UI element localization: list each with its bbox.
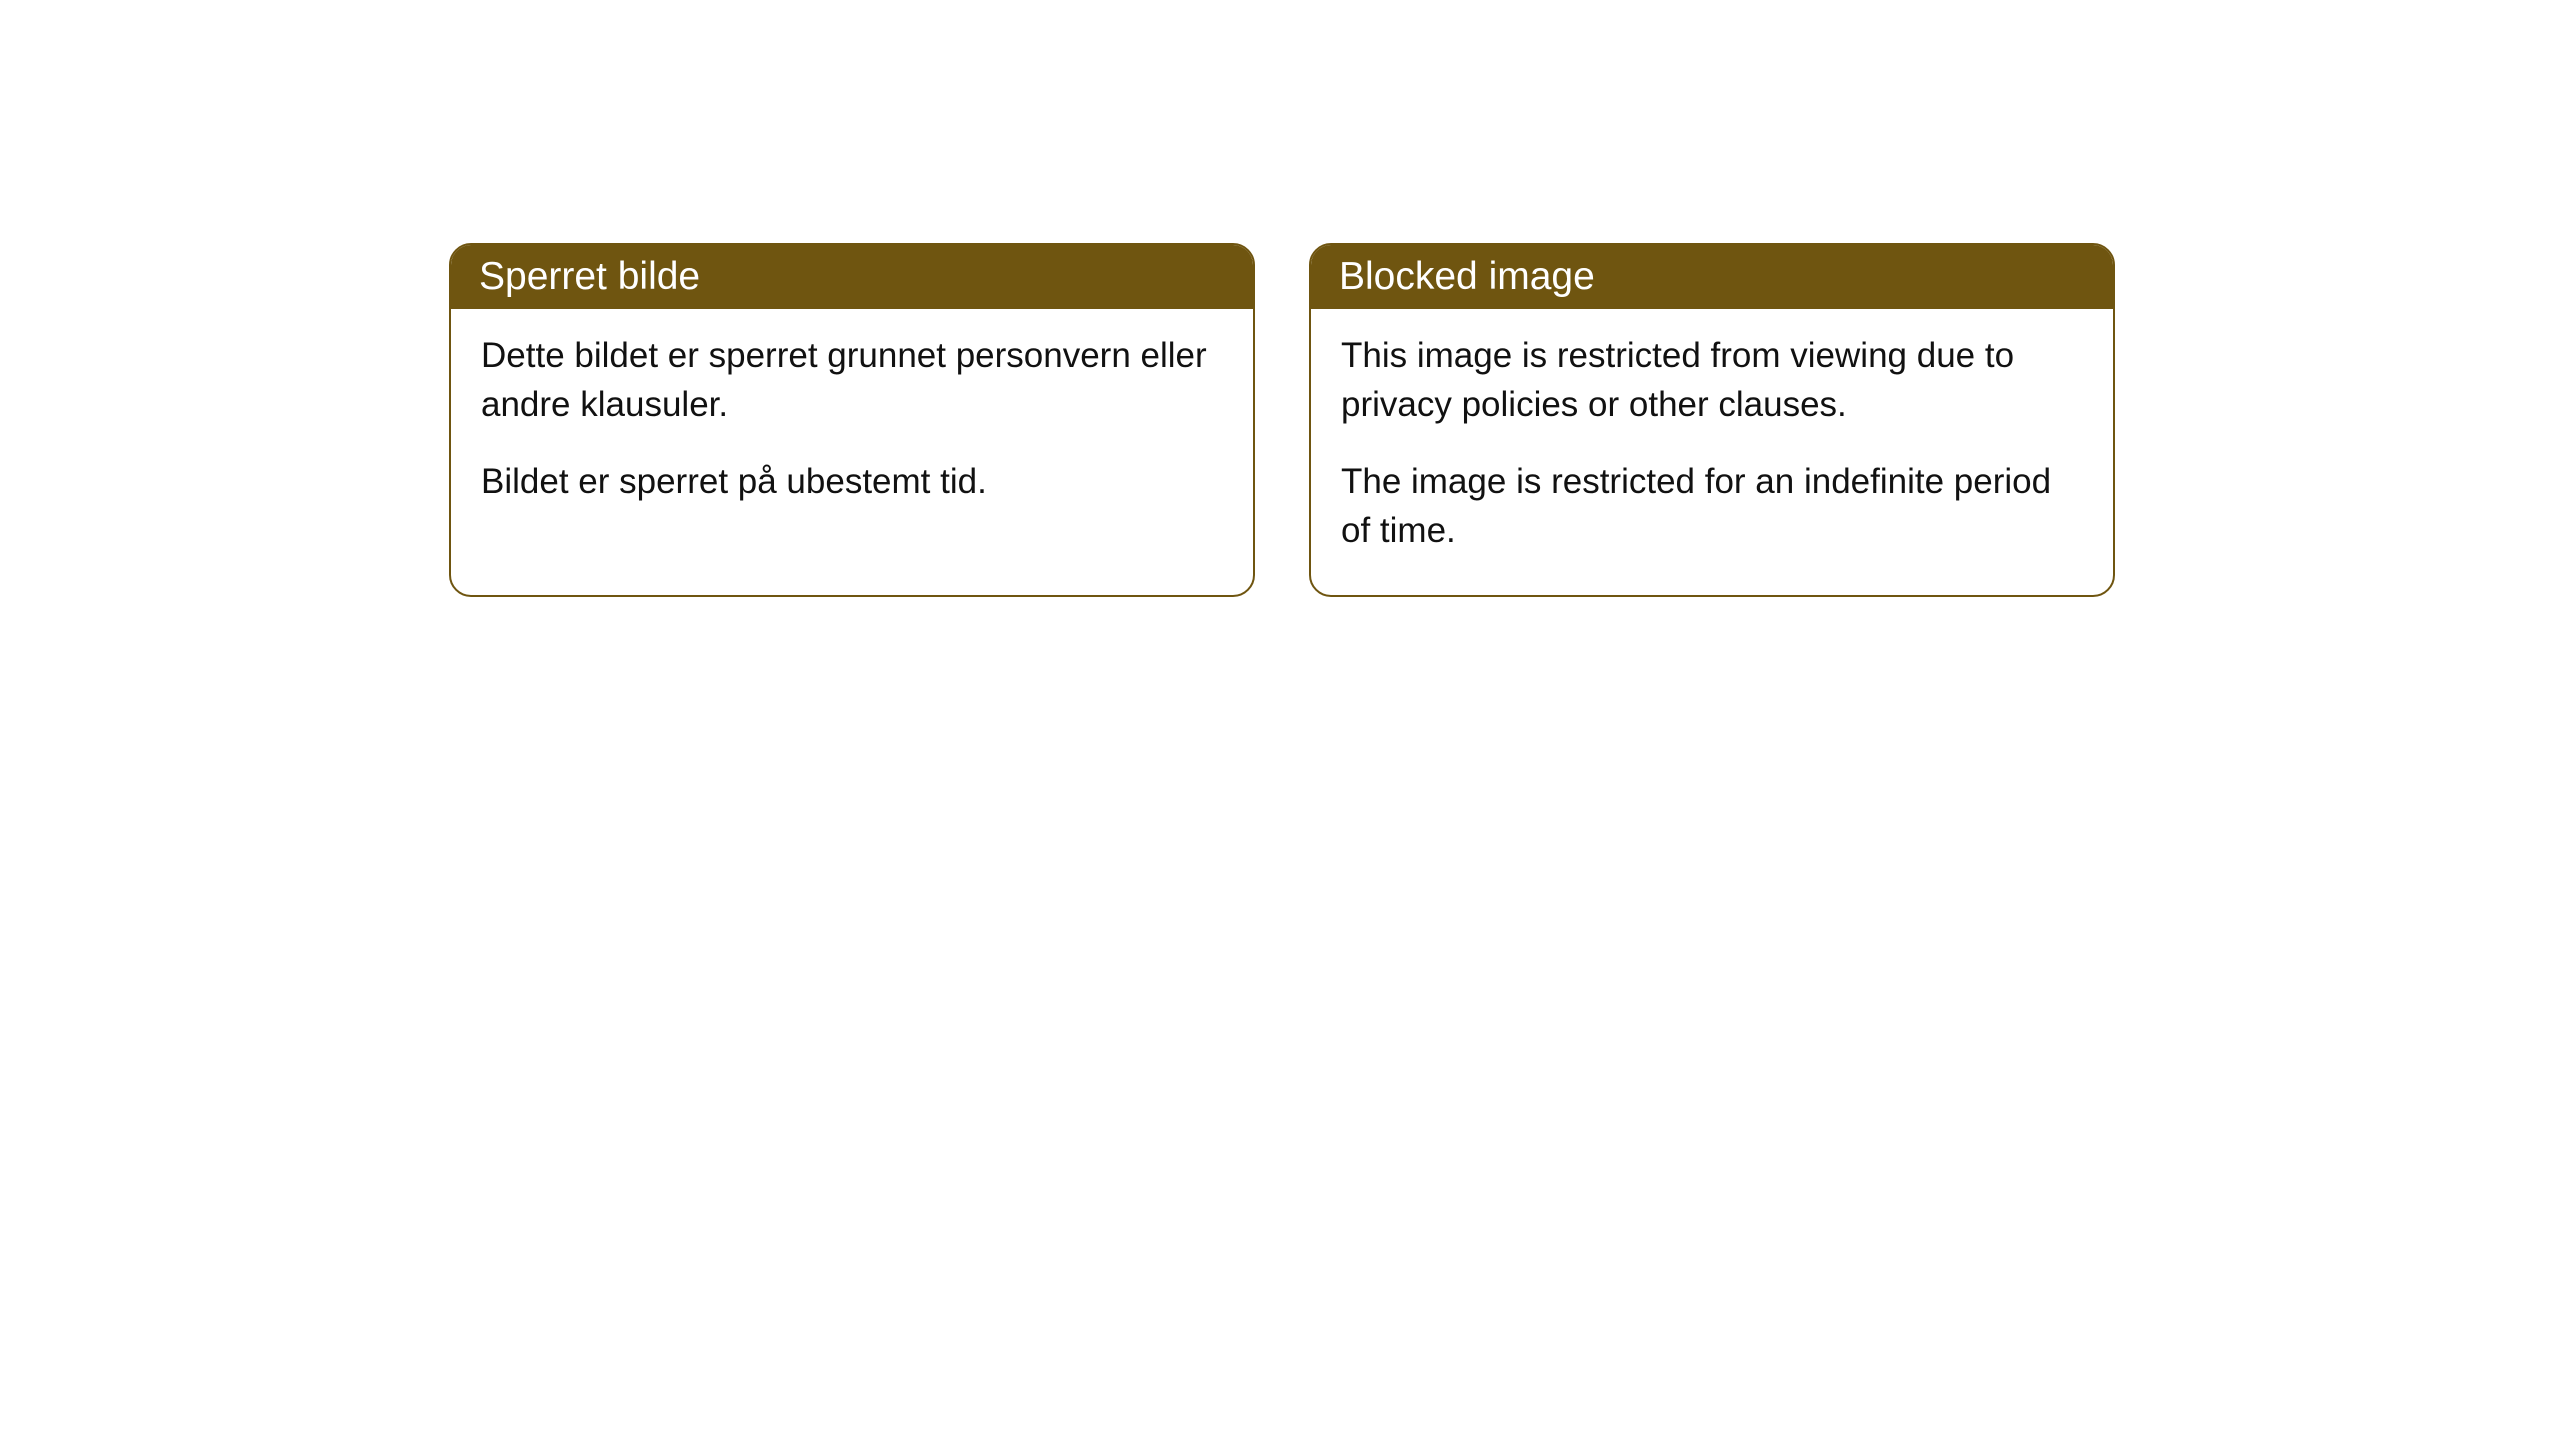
card-paragraph-2: The image is restricted for an indefinit… <box>1341 457 2083 555</box>
card-paragraph-1: Dette bildet er sperret grunnet personve… <box>481 331 1223 429</box>
card-paragraph-1: This image is restricted from viewing du… <box>1341 331 2083 429</box>
card-english: Blocked image This image is restricted f… <box>1309 243 2115 597</box>
card-header-norwegian: Sperret bilde <box>451 245 1253 309</box>
card-norwegian: Sperret bilde Dette bildet er sperret gr… <box>449 243 1255 597</box>
card-body-norwegian: Dette bildet er sperret grunnet personve… <box>451 309 1253 546</box>
card-paragraph-2: Bildet er sperret på ubestemt tid. <box>481 457 1223 506</box>
card-header-english: Blocked image <box>1311 245 2113 309</box>
cards-container: Sperret bilde Dette bildet er sperret gr… <box>449 243 2115 597</box>
card-body-english: This image is restricted from viewing du… <box>1311 309 2113 595</box>
